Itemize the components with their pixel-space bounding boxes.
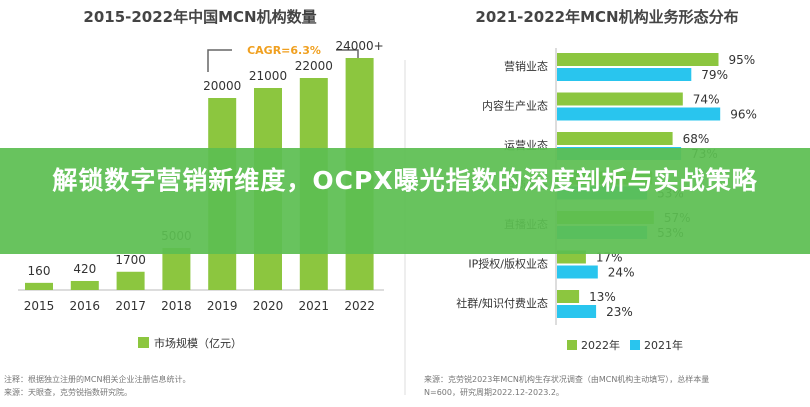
right-legend-swatch-2021 xyxy=(630,340,640,350)
right-legend-label-2021: 2021年 xyxy=(644,338,683,352)
left-bar-label-2020: 21000 xyxy=(249,69,287,83)
right-bar-2021-6 xyxy=(557,305,597,318)
right-legend-label-2022: 2022年 xyxy=(581,338,620,352)
right-bar-2021-1 xyxy=(557,107,721,121)
right-bar-label-2021-1: 96% xyxy=(730,108,757,122)
right-legend-swatch-2022 xyxy=(567,340,577,350)
left-x-tick-2019: 2019 xyxy=(207,299,238,313)
cagr-bracket xyxy=(207,49,232,72)
left-bar-2015 xyxy=(25,282,53,290)
left-bar-2017 xyxy=(116,271,145,290)
left-bar-label-2017: 1700 xyxy=(115,253,146,267)
right-bar-label-2022-1: 74% xyxy=(693,93,720,107)
left-x-tick-2022: 2022 xyxy=(344,299,375,313)
left-bar-label-2015: 160 xyxy=(28,264,51,278)
right-bar-label-2021-5: 24% xyxy=(608,266,635,280)
left-note-1: 注释：根据独立注册的MCN相关企业注册信息统计。 xyxy=(4,374,190,384)
right-bar-2022-2 xyxy=(557,132,673,145)
right-note-2: N=600，研究周期2022.12-2023.2。 xyxy=(424,387,564,397)
right-category-label-1: 内容生产业态 xyxy=(482,99,548,113)
left-bar-label-2019: 20000 xyxy=(203,79,241,93)
left-bar-2016 xyxy=(70,280,99,290)
left-bar-2018 xyxy=(162,248,191,290)
left-x-tick-2016: 2016 xyxy=(70,299,101,313)
left-x-tick-2021: 2021 xyxy=(299,299,330,313)
right-bar-2022-0 xyxy=(557,53,719,66)
right-category-label-6: 社群/知识付费业态 xyxy=(456,296,548,310)
left-bar-label-2021: 22000 xyxy=(295,59,333,73)
banner-title: 解锁数字营销新维度，OCPX曝光指数的深度剖析与实战策略 xyxy=(52,166,758,195)
right-category-label-0: 营销业态 xyxy=(504,59,548,73)
cagr-annotation: CAGR=6.3% xyxy=(247,44,321,57)
right-bar-2021-5 xyxy=(557,265,598,279)
right-category-label-5: IP授权/版权业态 xyxy=(468,257,548,271)
right-bar-label-2022-2: 68% xyxy=(683,132,710,146)
left-legend-label: 市场规模（亿元） xyxy=(154,336,242,350)
right-chart-title: 2021-2022年MCN机构业务形态分布 xyxy=(475,8,738,26)
left-x-tick-2015: 2015 xyxy=(24,299,55,313)
right-bar-2021-0 xyxy=(557,68,692,81)
right-bar-label-2022-5: 17% xyxy=(596,251,623,265)
left-bar-label-2022: 24000+ xyxy=(335,39,383,53)
left-x-tick-2018: 2018 xyxy=(161,299,192,313)
left-bar-label-2016: 420 xyxy=(73,262,96,276)
left-chart-title: 2015-2022年中国MCN机构数量 xyxy=(83,8,316,26)
right-bar-label-2021-0: 79% xyxy=(701,68,728,82)
right-bar-label-2022-6: 13% xyxy=(589,290,616,304)
left-x-tick-2017: 2017 xyxy=(115,299,146,313)
right-bar-2022-6 xyxy=(557,290,580,303)
left-legend-swatch xyxy=(138,337,149,348)
title-banner xyxy=(0,148,810,254)
right-bar-label-2021-6: 23% xyxy=(606,305,633,319)
right-note-1: 来源：克劳锐2023年MCN机构生存状况调查（由MCN机构主动填写），总样本量 xyxy=(424,374,709,384)
right-bar-2022-1 xyxy=(557,92,683,106)
left-x-tick-2020: 2020 xyxy=(253,299,284,313)
left-note-2: 来源：天眼查，克劳锐指数研究院。 xyxy=(4,387,132,397)
right-bar-label-2022-0: 95% xyxy=(729,53,756,67)
